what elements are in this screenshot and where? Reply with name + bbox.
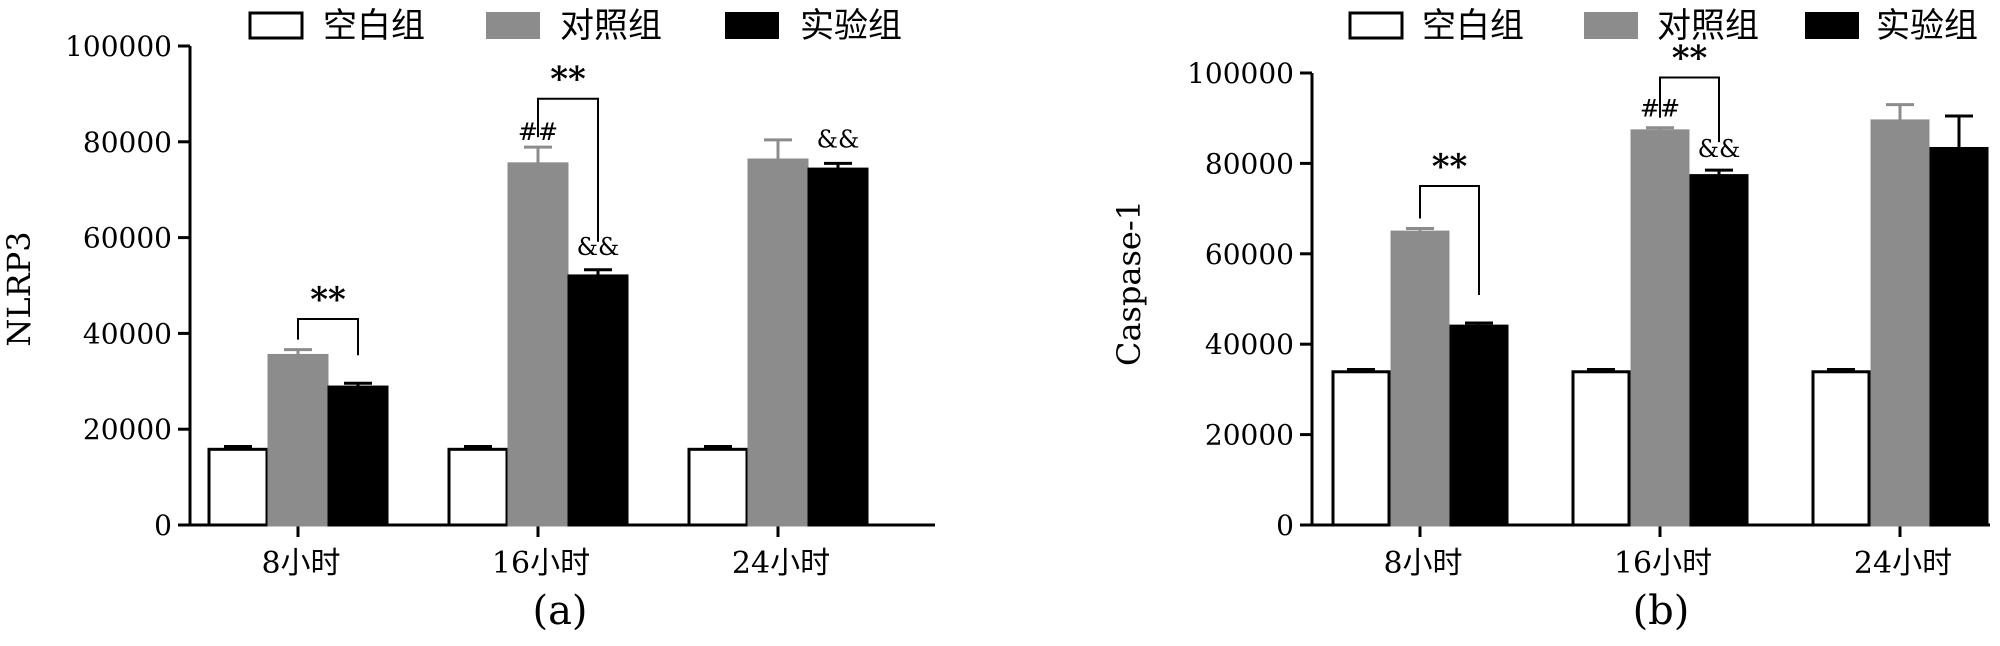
panel-a-ytick-label: 60000 [83,222,172,255]
panel-b-significance-label: ** [1432,147,1468,187]
panel-a-xtick-label: 24小时 [732,546,830,581]
legend-b-label-blank: 空白组 [1422,6,1524,46]
panel-a-ytick-label: 20000 [83,413,172,446]
legend-a-swatch-blank [248,11,304,40]
panel-b-bar [1689,174,1749,527]
panel-b-xtick-label: 8小时 [1383,546,1462,581]
panel-a-bar [207,447,269,527]
chart-panel-a: NLRP3 (a) 0 20000 40000 60000 80000 100000 8小时… [0,30,935,634]
panel-a-significance-label: ** [550,60,586,100]
panel-b-bar [1390,230,1450,527]
legend-a-label-blank: 空白组 [323,6,425,46]
legend-b-swatch-control [1584,12,1638,39]
panel-a-xtick-label: 16小时 [492,546,590,581]
panel-b-bar [1449,324,1509,527]
panel-a-bar [507,162,569,527]
panel-b-mark-label: ## [1640,94,1680,122]
panel-a-bar [447,447,509,527]
panel-b-bar [1571,370,1631,527]
panel-b-ytick-label: 40000 [1205,328,1294,361]
legend-b-swatch-blank [1348,11,1404,40]
panel-b-ytick-label: 20000 [1205,419,1294,452]
legend-b-label-experiment: 实验组 [1876,6,1978,46]
panel-b-bar [1929,146,1989,527]
panel-b-significance-bracket [1419,185,1480,295]
panel-b-bar [1811,370,1871,527]
chart-panel-b: Caspase-1 (b) 0 20000 40000 60000 80000 10000… [1110,39,1990,634]
panel-a-mark-label: && [577,233,620,261]
panel-a-xtick-label: 8小时 [261,546,340,581]
panel-b-mark-label: && [1698,135,1741,163]
panel-a-bar [807,167,869,527]
legend-a-swatch-experiment [725,12,779,39]
panel-a-bar [687,447,749,527]
panel-a-bar [567,274,629,527]
panel-b-bar [1331,370,1391,527]
panel-b-xtick-label: 24小时 [1854,546,1952,581]
panel-b-bar [1630,129,1690,527]
panel-a-bar [747,158,809,527]
panel-a-mark-label: && [817,125,860,153]
panel-a-ylabel: NLRP3 [0,231,38,346]
panel-b-bar [1870,119,1930,527]
legend-b-label-control: 对照组 [1657,6,1759,46]
legend-b-swatch-experiment [1805,12,1859,39]
panel-a-significance-label: ** [310,280,346,320]
panel-b-xtick-label: 16小时 [1614,546,1712,581]
panel-a-bar [327,385,389,527]
panel-b-ytick-label: 0 [1276,509,1294,542]
legend-b: 空白组 对照组 实验组 [1348,6,1978,46]
legend-a-label-experiment: 实验组 [800,6,902,46]
panel-a-ytick-label: 100000 [65,30,172,63]
panel-a-ytick-label: 40000 [83,317,172,350]
panel-a-mark-label: ## [518,118,558,146]
legend-a-swatch-control [486,12,540,39]
panel-a-bar [267,353,329,527]
legend-a-label-control: 对照组 [560,6,662,46]
panel-b-significance-bracket [1659,76,1720,143]
panel-a-significance-bracket [537,97,599,242]
panel-b-label: (b) [1633,588,1690,634]
panel-b-ytick-label: 100000 [1187,57,1294,90]
panel-b-ytick-label: 80000 [1205,147,1294,180]
panel-b-ytick-label: 60000 [1205,238,1294,271]
panel-a-label: (a) [532,588,587,634]
panel-a-ytick-label: 80000 [83,126,172,159]
panel-b-ylabel: Caspase-1 [1110,200,1148,366]
legend-a: 空白组 对照组 实验组 [248,6,902,46]
panel-a-ytick-label: 0 [154,509,172,542]
panel-a-significance-bracket [297,318,359,356]
panel-b-significance-label: ** [1672,39,1708,79]
